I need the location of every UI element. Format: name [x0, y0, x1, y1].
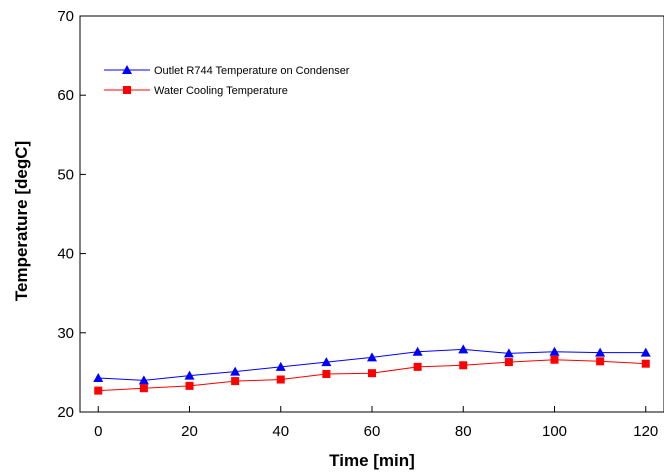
- data-point: [275, 361, 286, 371]
- y-tick-label: 30: [57, 325, 74, 342]
- axis-ticks: 0 20 40 60 80 100 120 20 30 40 50 60 70: [57, 8, 658, 440]
- data-point: [503, 348, 514, 358]
- x-tick-label: 80: [455, 423, 472, 440]
- data-point: [504, 358, 513, 367]
- x-tick-label: 20: [181, 423, 198, 440]
- y-tick-label: 20: [57, 404, 74, 421]
- data-point: [458, 344, 469, 354]
- x-tick-label: 40: [272, 423, 289, 440]
- legend-label: Water Cooling Temperature: [154, 85, 288, 97]
- data-point: [94, 386, 103, 395]
- data-point: [549, 346, 560, 356]
- data-point: [230, 366, 241, 376]
- legend-label: Outlet R744 Temperature on Condenser: [154, 65, 350, 77]
- data-point: [322, 369, 331, 378]
- data-point: [93, 372, 104, 382]
- x-tick-label: 0: [94, 423, 102, 440]
- data-point: [231, 377, 240, 386]
- y-tick-label: 40: [57, 246, 74, 263]
- data-point: [367, 352, 377, 362]
- legend: Outlet R744 Temperature on Condenser Wate…: [104, 65, 350, 97]
- series-1: [93, 344, 651, 385]
- data-point: [595, 347, 606, 357]
- data-point: [184, 370, 195, 380]
- data-point: [185, 381, 194, 390]
- data-point: [276, 375, 285, 384]
- x-tick-label: 100: [542, 423, 567, 440]
- data-point: [368, 369, 376, 378]
- x-axis-title: Time [min]: [329, 451, 415, 470]
- legend-entry: Outlet R744 Temperature on Condenser: [104, 65, 350, 77]
- data-point: [138, 375, 149, 385]
- data-point: [550, 355, 559, 364]
- x-tick-label: 120: [633, 423, 658, 440]
- legend-entry: Water Cooling Temperature: [104, 85, 288, 97]
- series-2: [94, 355, 650, 395]
- data-point: [459, 361, 468, 370]
- data-point: [640, 347, 651, 357]
- data-point: [413, 362, 422, 371]
- y-axis-title: Temperature [degC]: [12, 141, 31, 301]
- y-tick-label: 50: [57, 166, 74, 183]
- legend-marker: [123, 86, 131, 94]
- series-layer: [93, 344, 651, 395]
- y-tick-label: 70: [57, 8, 74, 25]
- data-point: [321, 357, 332, 367]
- legend-marker: [122, 65, 132, 74]
- data-point: [596, 357, 605, 366]
- data-point: [139, 384, 148, 393]
- data-point: [412, 346, 423, 356]
- data-point: [641, 359, 650, 368]
- x-tick-label: 60: [364, 423, 381, 440]
- y-tick-label: 60: [57, 87, 74, 104]
